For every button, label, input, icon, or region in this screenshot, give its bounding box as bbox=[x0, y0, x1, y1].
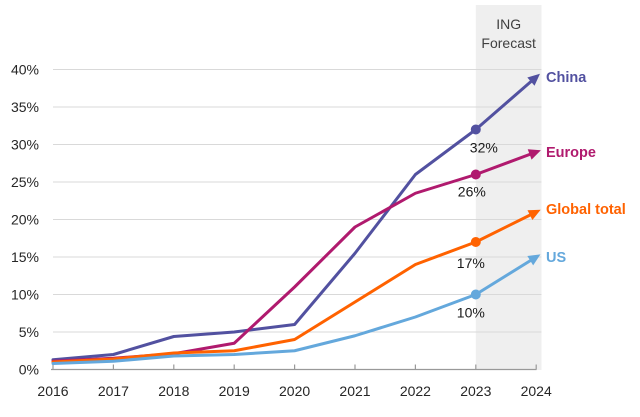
y-axis-label: 15% bbox=[11, 249, 39, 265]
value-annotation-china: 32% bbox=[470, 140, 498, 156]
forecast-label: ING bbox=[496, 16, 521, 32]
x-axis-label: 2019 bbox=[219, 383, 250, 399]
y-axis-label: 10% bbox=[11, 287, 39, 303]
y-axis-label: 30% bbox=[11, 137, 39, 153]
x-axis-label: 2021 bbox=[339, 383, 370, 399]
series-point-2023-europe bbox=[470, 169, 481, 180]
x-axis-label: 2022 bbox=[400, 383, 431, 399]
series-label-europe: Europe bbox=[546, 145, 596, 161]
series-label-global-total: Global total bbox=[546, 202, 626, 218]
x-axis-label: 2017 bbox=[98, 383, 129, 399]
forecast-band bbox=[475, 5, 542, 370]
forecast-label: Forecast bbox=[481, 35, 536, 51]
series-endpoint-arrow-global-total bbox=[527, 209, 541, 221]
y-axis-label: 25% bbox=[11, 174, 39, 190]
x-axis-label: 2020 bbox=[279, 383, 310, 399]
series-line-global-total bbox=[51, 210, 538, 364]
series-line-china bbox=[51, 75, 538, 362]
y-axis-label: 5% bbox=[19, 324, 39, 340]
series-point-2023-global-total bbox=[470, 237, 481, 247]
value-annotation-europe: 26% bbox=[458, 184, 486, 200]
y-axis-label: 40% bbox=[11, 62, 39, 78]
value-annotation-global-total: 17% bbox=[457, 255, 485, 271]
y-axis-label: 0% bbox=[19, 362, 39, 378]
series-line-us bbox=[51, 255, 538, 365]
y-axis-label: 20% bbox=[11, 212, 39, 228]
series-point-2023-us bbox=[470, 289, 481, 300]
series-point-2023-china bbox=[470, 124, 481, 135]
x-axis-label: 2024 bbox=[521, 383, 552, 399]
x-axis-label: 2018 bbox=[158, 383, 189, 399]
series-endpoint-arrow-europe bbox=[527, 149, 541, 160]
series-label-china: China bbox=[546, 70, 587, 86]
value-annotation-us: 10% bbox=[457, 305, 485, 321]
series-label-us: US bbox=[546, 250, 566, 266]
x-axis-label: 2023 bbox=[460, 383, 491, 399]
series-endpoint-arrow-us bbox=[527, 254, 541, 266]
y-axis-label: 35% bbox=[11, 99, 39, 115]
series-endpoint-arrow-china bbox=[527, 73, 540, 86]
x-axis-label: 2016 bbox=[37, 383, 68, 399]
